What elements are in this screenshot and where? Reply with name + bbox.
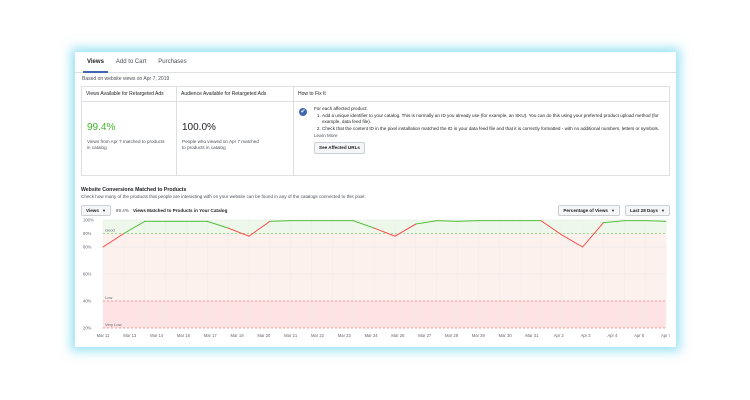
mode-dropdown[interactable]: Percentage of Views ▼	[558, 205, 620, 216]
learn-more-link[interactable]: Learn More	[314, 133, 338, 138]
x-tick-label: Mar 30	[499, 333, 513, 338]
threshold-label-1: Low	[105, 295, 112, 300]
match-percent-label: Views Matched to Products in Your Catalo…	[132, 208, 228, 213]
checkmark-icon: ✔	[299, 108, 307, 116]
x-tick-label: Apr 5	[634, 333, 645, 338]
series-segment	[540, 220, 563, 236]
audience-available-column: Audience Available for Retargeted Ads 10…	[177, 87, 294, 175]
mid-zone-band	[103, 233, 666, 301]
metric-dropdown[interactable]: Views ▼	[81, 205, 111, 216]
summary-table: Views Available for Retargeted Ads 99.4%…	[81, 86, 670, 176]
fix-step-2: Check that the content ID in the pixel i…	[322, 126, 665, 132]
series-segment	[394, 223, 417, 237]
tab-add-to-cart[interactable]: Add to Cart	[115, 59, 147, 65]
good-zone-band	[103, 220, 666, 234]
views-available-value: 99.4%	[87, 122, 116, 133]
y-tick-label: 80%	[83, 245, 92, 250]
metric-dropdown-label: Views	[86, 208, 99, 213]
series-segment	[436, 220, 458, 222]
series-segment	[206, 220, 229, 229]
x-tick-label: Mar 23	[338, 333, 352, 338]
series-segment	[269, 220, 292, 222]
x-tick-label: Mar 28	[445, 333, 459, 338]
chart-controls: Views ▼ 99.4% Views Matched to Products …	[81, 205, 670, 216]
views-available-column: Views Available for Retargeted Ads 99.4%…	[82, 87, 177, 175]
y-tick-label: 60%	[83, 272, 92, 277]
x-tick-label: Mar 24	[365, 333, 379, 338]
match-rate-chart: Good Low Very Low 100% 90% 80% 60% 40% 20% Mar 11…	[83, 218, 670, 338]
y-tick-label: 40%	[83, 299, 92, 304]
chevron-down-icon: ▼	[661, 208, 665, 213]
series-segment	[373, 227, 396, 237]
views-available-desc: Views from Apr 7 matched to products in …	[87, 139, 165, 150]
match-percent: 99.4%	[115, 208, 129, 213]
series-segment	[602, 220, 625, 224]
x-tick-label: Mar 14	[150, 333, 164, 338]
x-tick-label: Mar 31	[525, 333, 539, 338]
y-tick-label: 90%	[83, 231, 92, 236]
tab-purchases[interactable]: Purchases	[158, 59, 187, 65]
threshold-label-0: Good	[105, 228, 115, 233]
section-title: Website Conversions Matched to Products	[81, 187, 187, 193]
series-segment	[457, 220, 479, 222]
x-tick-label: Mar 13	[123, 333, 137, 338]
fix-intro: For each affected product:	[314, 106, 368, 111]
low-zone-band	[103, 301, 666, 328]
x-tick-label: Mar 22	[311, 333, 325, 338]
x-tick-label: Mar 17	[204, 333, 218, 338]
audience-available-desc: People who viewed on Apr 7 matched to pr…	[182, 139, 259, 150]
series-segment	[415, 220, 438, 225]
x-tick-label: Mar 26	[391, 333, 405, 338]
series-segment	[123, 220, 146, 234]
x-tick-label: Mar 20	[257, 333, 271, 338]
audience-available-header: Audience Available for Retargeted Ads	[177, 87, 293, 102]
x-tick-label: Mar 11	[97, 333, 110, 338]
series-segment	[352, 220, 375, 229]
views-available-header: Views Available for Retargeted Ads	[82, 87, 176, 102]
x-tick-label: Mar 16	[177, 333, 191, 338]
date-subtitle: Based on website views on Apr 7, 2019	[82, 76, 170, 82]
x-tick-label: Apr 2	[554, 333, 565, 338]
series-segment	[561, 234, 584, 248]
x-tick-label: Mar 21	[284, 333, 298, 338]
date-range-dropdown-label: Last 28 Days	[629, 208, 659, 213]
how-to-fix-column: How to Fix It ✔ For each affected produc…	[294, 87, 669, 175]
series-segment	[102, 233, 125, 248]
x-tick-label: Mar 29	[472, 333, 486, 338]
x-tick-label: Mar 19	[231, 333, 245, 338]
catalog-match-panel: Views Add to Cart Purchases Based on web…	[75, 52, 676, 347]
series-segment	[582, 222, 604, 248]
x-tick-label: Apr 4	[607, 333, 618, 338]
section-description: Check how many of the products that peop…	[81, 194, 366, 199]
mode-dropdown-label: Percentage of Views	[563, 208, 608, 213]
tab-views[interactable]: Views	[81, 52, 110, 73]
y-tick-label: 20%	[83, 326, 92, 331]
tab-bar: Views Add to Cart Purchases	[75, 52, 676, 73]
x-tick-label: Apr 3	[581, 333, 592, 338]
x-tick-label: Apr 7	[661, 333, 670, 338]
date-range-dropdown[interactable]: Last 28 Days ▼	[624, 205, 670, 216]
series-segment	[227, 227, 250, 237]
chevron-down-icon: ▼	[101, 208, 106, 213]
x-tick-label: Mar 27	[418, 333, 432, 338]
y-tick-label: 100%	[83, 218, 94, 223]
how-to-fix-header: How to Fix It	[294, 87, 669, 102]
series-segment	[248, 220, 271, 237]
see-affected-urls-button[interactable]: See Affected URLs	[314, 142, 365, 154]
chevron-down-icon: ▼	[610, 208, 615, 213]
audience-available-value: 100.0%	[182, 122, 216, 133]
threshold-label-2: Very Low	[105, 322, 122, 327]
fix-step-1: Add a unique identifier to your catalog.…	[322, 113, 665, 125]
series-segment	[644, 220, 667, 222]
